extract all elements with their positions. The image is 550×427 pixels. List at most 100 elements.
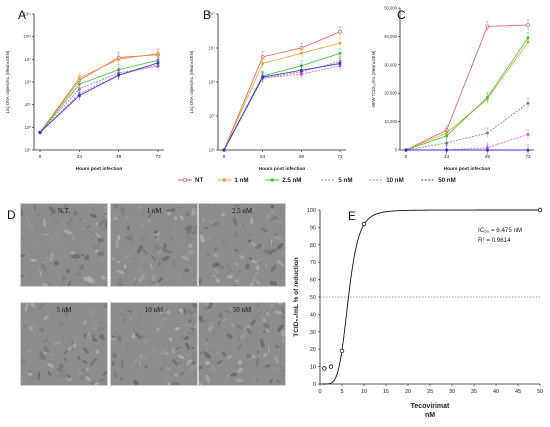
cell-shape <box>234 262 240 266</box>
cell-shape <box>278 303 283 305</box>
cell-shape <box>96 251 105 257</box>
cell-shape <box>21 382 25 385</box>
top-charts: 10⁵ 10⁶ 10⁷ 10⁸ 10⁹ 10¹⁰ 10¹¹ 0 24 48 72 Hours post… <box>5 6 534 184</box>
data-point <box>445 148 448 152</box>
y-tick-label: 20 <box>310 347 316 353</box>
cell-shape <box>67 374 71 379</box>
cell-shape <box>218 312 223 319</box>
micrograph-5nm: 5 nM <box>20 302 108 386</box>
y-axis-label: Log DNA copies/mL (Mean±SEM) <box>189 50 194 113</box>
cell-shape <box>104 210 107 213</box>
x-tick-label: 0 <box>39 154 42 160</box>
y-tick-label: 10⁶ <box>209 148 216 153</box>
cell-shape <box>274 233 278 237</box>
cell-shape <box>207 204 210 206</box>
cell-shape <box>189 350 196 355</box>
cell-shape <box>33 241 38 245</box>
cell-shape <box>41 263 47 272</box>
legend-label: 50 nM <box>438 177 456 184</box>
cell-shape <box>102 370 107 377</box>
cell-shape <box>226 333 233 339</box>
cell-shape <box>29 303 36 308</box>
cell-shape <box>234 378 243 380</box>
cell-shape <box>251 354 256 359</box>
cell-shape <box>82 218 86 223</box>
data-point <box>300 69 303 72</box>
data-point <box>338 29 342 34</box>
cell-shape <box>267 233 270 235</box>
micrograph-label: 5 nM <box>56 306 72 314</box>
cell-shape <box>186 350 189 355</box>
cell-shape <box>191 303 197 309</box>
cell-shape <box>256 357 259 367</box>
cell-shape <box>255 243 262 250</box>
cell-shape <box>157 248 162 254</box>
cell-shape <box>27 350 32 353</box>
cell-shape <box>264 260 268 269</box>
cell-shape <box>101 276 106 280</box>
y-tick-label: 10¹⁰ <box>207 12 215 17</box>
cell-shape <box>85 367 89 372</box>
cell-shape <box>266 312 270 316</box>
cell-shape <box>169 250 172 254</box>
cell-shape <box>233 232 239 238</box>
data-point <box>486 131 489 135</box>
cell-shape <box>192 361 196 365</box>
cell-shape <box>150 262 153 271</box>
cell-shape <box>166 209 173 213</box>
cell-shape <box>245 263 250 270</box>
cell-shape <box>179 215 184 221</box>
cell-shape <box>199 318 204 323</box>
series-line <box>223 65 341 151</box>
data-point <box>445 134 448 138</box>
cell-shape <box>235 279 240 284</box>
cell-shape <box>94 225 100 231</box>
cell-shape <box>209 362 213 367</box>
cell-shape <box>79 322 86 325</box>
x-tick-label: 0 <box>318 389 321 395</box>
series-line <box>223 52 341 151</box>
y-tick-label: 10,000 <box>384 119 397 124</box>
cell-shape <box>243 324 252 330</box>
cell-shape <box>97 378 106 383</box>
cell-shape <box>144 364 149 369</box>
cell-shape <box>54 232 61 236</box>
cell-shape <box>166 367 172 371</box>
cell-shape <box>249 216 254 225</box>
cell-shape <box>103 254 106 262</box>
cell-shape <box>42 339 49 342</box>
panel-letter-c: C <box>397 8 406 22</box>
cell-shape <box>80 375 84 381</box>
cell-shape <box>260 227 268 233</box>
legend: NT 1 nM 2.5 nM 5 nM 10 nM 50 nM <box>178 177 456 184</box>
data-point <box>526 148 530 152</box>
cell-shape <box>119 276 121 282</box>
cell-shape <box>226 274 234 279</box>
cell-shape <box>104 304 107 308</box>
cell-shape <box>156 307 160 315</box>
cell-shape <box>157 261 162 267</box>
cell-shape <box>99 336 102 339</box>
cell-shape <box>199 231 201 235</box>
cell-shape <box>85 371 90 377</box>
cell-shape <box>189 323 193 327</box>
cell-shape <box>217 320 221 326</box>
data-point <box>526 101 530 105</box>
cell-shape <box>88 207 94 216</box>
x-axis-label: Hours post infection <box>259 166 306 172</box>
data-point <box>338 41 342 45</box>
cell-shape <box>252 274 256 284</box>
cell-shape <box>43 218 46 228</box>
legend-label: NT <box>195 177 203 184</box>
cell-shape <box>86 225 91 229</box>
cell-shape <box>73 211 78 216</box>
cell-shape <box>263 353 268 358</box>
cell-shape <box>122 254 131 260</box>
cell-shape <box>104 274 107 278</box>
series-line <box>39 62 159 133</box>
cell-shape <box>229 307 232 313</box>
cell-shape <box>199 365 203 370</box>
cell-shape <box>259 278 263 282</box>
cell-shape <box>87 283 92 286</box>
cell-shape <box>155 326 159 333</box>
